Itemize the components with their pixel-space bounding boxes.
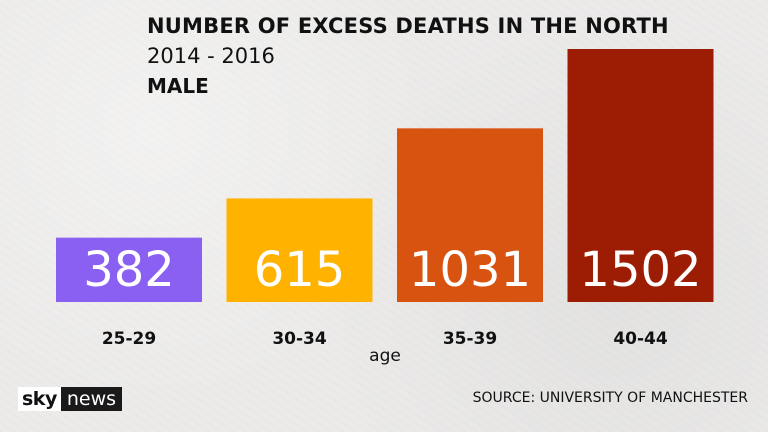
x-tick-label: 30-34 [272,329,327,349]
x-axis-label: age [369,346,401,366]
chart-subtitle-group: MALE [147,74,209,98]
bar-35-39 [397,128,543,302]
x-tick-label: 40-44 [613,329,668,349]
source-note: SOURCE: UNIVERSITY OF MANCHESTER [472,390,748,406]
chart-title: NUMBER OF EXCESS DEATHS IN THE NORTH [147,14,669,38]
bar-40-44 [567,49,714,302]
chart-subtitle-years: 2014 - 2016 [147,44,275,68]
bar-value-label: 1031 [409,242,531,298]
logo-sky-text: sky [18,387,61,411]
x-tick-label: 25-29 [102,329,156,349]
logo-news-text: news [60,387,123,411]
x-tick-label: 35-39 [443,329,497,349]
bar-value-label: 382 [83,242,175,298]
bar-value-label: 615 [254,242,346,298]
sky-news-logo: sky news [18,387,123,411]
bar-value-label: 1502 [579,242,701,298]
bar-25-29 [56,237,202,302]
bar-30-34 [226,198,373,302]
